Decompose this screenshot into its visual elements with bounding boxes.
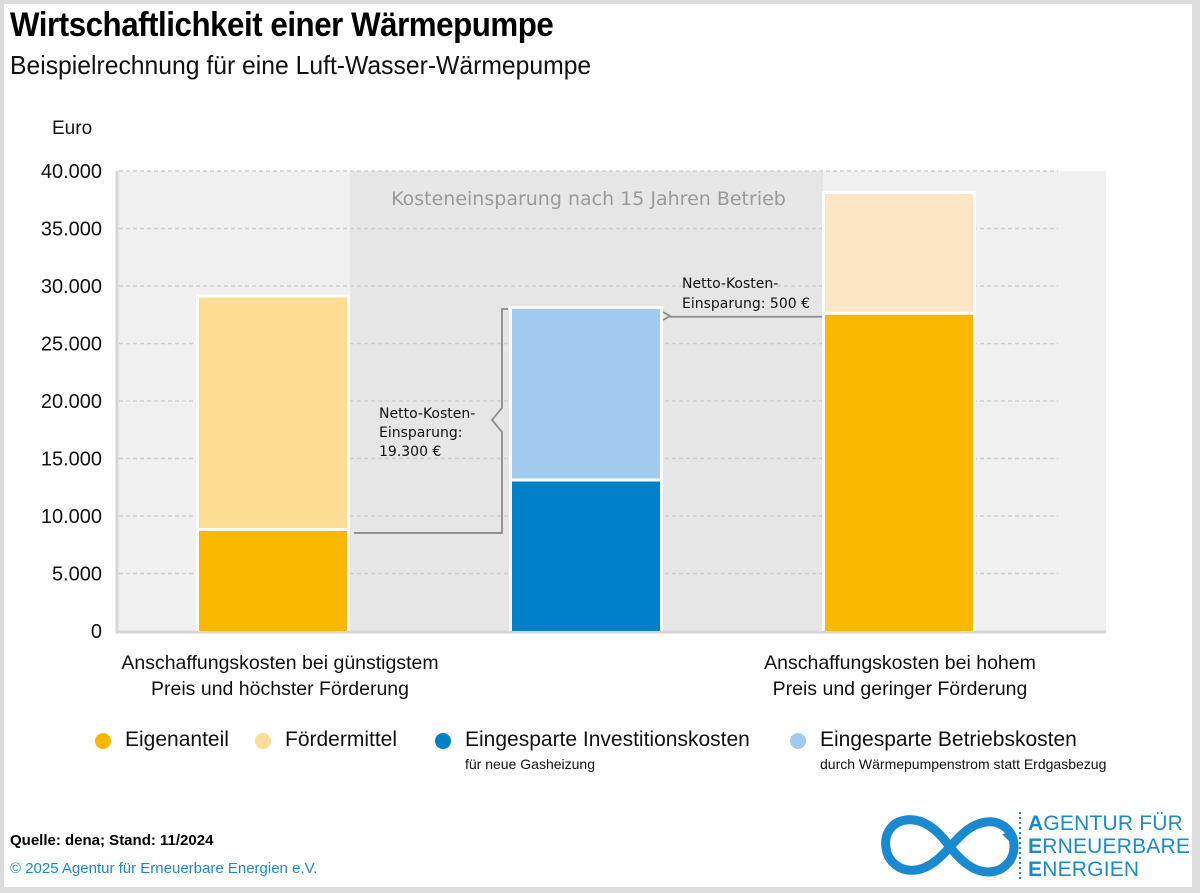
y-tick-label: 40.000 xyxy=(41,161,102,183)
annotation-text-500: Netto-Kosten- xyxy=(682,276,778,292)
copyright-note: © 2025 Agentur für Erneuerbare Energien … xyxy=(10,860,318,877)
legend-sublabel-investitionskosten: für neue Gasheizung xyxy=(465,756,595,772)
bar-segment-eingesparte-betriebskosten xyxy=(512,309,660,479)
legend-swatch-foerdermittel xyxy=(255,733,271,749)
annotation-text-19300: 19.300 € xyxy=(379,444,441,460)
bar-segment-eigenanteil xyxy=(199,530,347,631)
y-tick-label: 20.000 xyxy=(41,391,102,413)
logo-line-3-rest: NERGIEN xyxy=(1042,858,1140,881)
aee-logo: AGENTUR FÜR ERNEUERBARE ENERGIEN xyxy=(880,808,1190,886)
x-category-label-1: Anschaffungskosten bei günstigstem Preis… xyxy=(70,650,490,702)
legend-swatch-eigenanteil xyxy=(95,733,111,749)
logo-line-3: ENERGIEN xyxy=(1028,858,1190,881)
annotation-bracket-19300 xyxy=(354,308,508,534)
y-tick-label: 35.000 xyxy=(41,219,102,241)
legend-label-investitionskosten: Eingesparte Investitionskosten xyxy=(465,728,750,751)
logo-line-2-initial: E xyxy=(1028,835,1043,858)
annotation-text-19300: Netto-Kosten- xyxy=(379,406,475,422)
logo-line-1: AGENTUR FÜR xyxy=(1028,812,1190,835)
source-note: Quelle: dena; Stand: 11/2024 xyxy=(10,832,214,849)
legend-label-foerdermittel: Fördermittel xyxy=(285,728,398,751)
logo-wordmark: AGENTUR FÜR ERNEUERBARE ENERGIEN xyxy=(1028,812,1190,881)
x-category-label-1-line-2: Preis und höchster Förderung xyxy=(151,678,409,700)
logo-line-3-initial: E xyxy=(1028,858,1043,881)
legend-label-betriebskosten: Eingesparte Betriebskosten xyxy=(820,728,1077,751)
legend-swatch-betriebskosten xyxy=(790,733,806,749)
logo-line-1-rest: GENTUR FÜR xyxy=(1043,812,1184,835)
page-subtitle: Beispielrechnung für eine Luft-Wasser-Wä… xyxy=(10,50,592,80)
x-category-label-3-line-2: Preis und geringer Förderung xyxy=(772,678,1028,700)
y-tick-label: 25.000 xyxy=(41,334,102,356)
bar-segment-eingesparte-investitionskosten xyxy=(512,481,660,631)
y-axis-label: Euro xyxy=(52,118,93,139)
logo-divider xyxy=(1019,812,1021,882)
legend-label-eigenanteil: Eigenanteil xyxy=(125,728,229,751)
y-tick-label: 30.000 xyxy=(41,276,102,298)
y-tick-label: 5.000 xyxy=(52,564,102,586)
x-category-label-3-line-1: Anschaffungskosten bei hohem xyxy=(764,652,1036,674)
highlight-band-label: Kosteneinsparung nach 15 Jahren Betrieb xyxy=(391,188,786,210)
x-category-label-1-line-1: Anschaffungskosten bei günstigstem xyxy=(121,652,439,674)
logo-line-2-rest: RNEUERBARE xyxy=(1042,835,1191,858)
legend-sublabel-betriebskosten: durch Wärmepumpenstrom statt Erdgasbezug xyxy=(820,756,1107,772)
annotation-text-500: Einsparung: 500 € xyxy=(682,296,810,312)
y-tick-label: 0 xyxy=(91,621,102,643)
annotation-text-19300: Einsparung: xyxy=(379,425,462,441)
x-category-label-3: Anschaffungskosten bei hohem Preis und g… xyxy=(690,650,1110,702)
logo-line-1-initial: A xyxy=(1028,812,1044,835)
y-tick-label: 10.000 xyxy=(41,506,102,528)
bar-segment-f-rdermittel xyxy=(825,194,973,312)
legend-swatch-investitionskosten xyxy=(435,733,451,749)
bar-segment-f-rdermittel xyxy=(199,297,347,528)
y-tick-label: 15.000 xyxy=(41,449,102,471)
infinity-icon xyxy=(881,815,1019,877)
page-title: Wirtschaftlichkeit einer Wärmepumpe xyxy=(10,6,554,44)
logo-line-2: ERNEUERBARE xyxy=(1028,835,1190,858)
stacked-bar-chart: 0 5.000 10.000 15.000 20.000 25.000 30.000 35.0… xyxy=(41,161,1106,643)
bar-segment-eigenanteil xyxy=(825,314,973,631)
